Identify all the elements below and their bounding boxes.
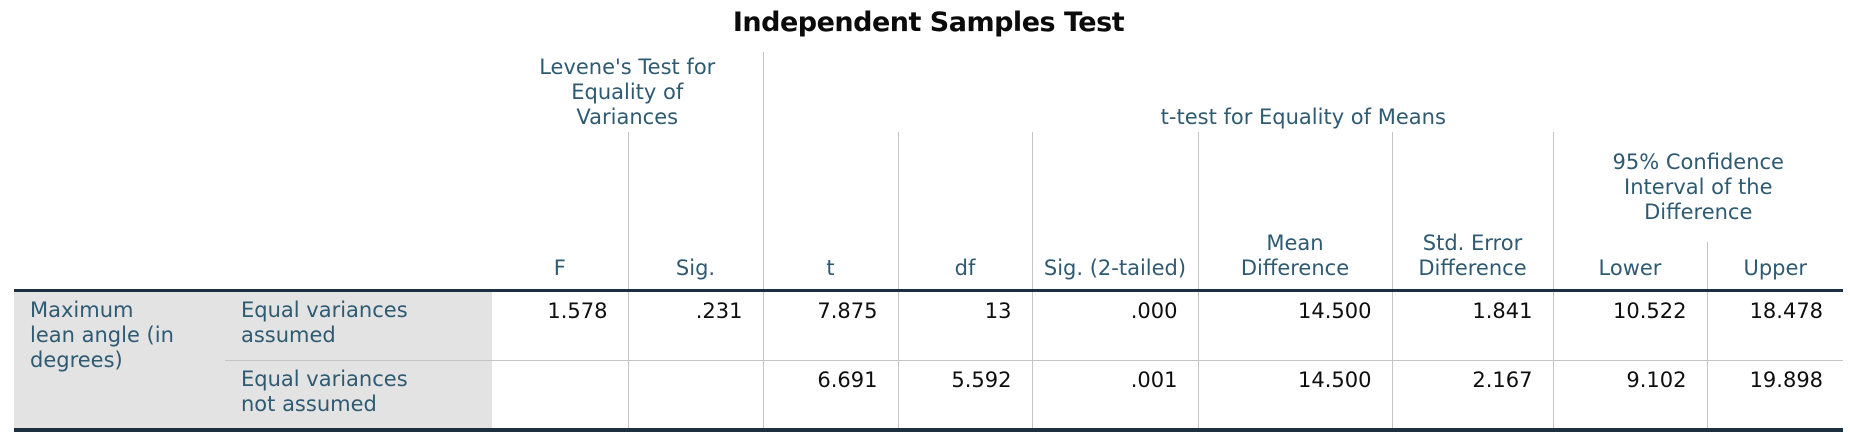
cell-meandiff: 14.500 bbox=[1198, 290, 1393, 360]
col-header-std-error-difference: Std. Error Difference bbox=[1392, 132, 1554, 290]
corner-cell bbox=[14, 52, 492, 290]
col-header-lower: Lower bbox=[1553, 242, 1708, 290]
cell-sig2: .000 bbox=[1032, 290, 1199, 360]
cell-t: 6.691 bbox=[763, 359, 899, 430]
cell-df: 5.592 bbox=[898, 359, 1033, 430]
spss-output-region: Independent Samples Test Levene's Test f… bbox=[14, 0, 1844, 432]
table-row-equal-variances-assumed: Maximum lean angle (in degrees) Equal va… bbox=[14, 290, 1843, 430]
cell-sig bbox=[628, 359, 764, 430]
cell-lower: 10.522 bbox=[1553, 290, 1708, 360]
col-header-sig-2-tailed: Sig. (2-tailed) bbox=[1032, 132, 1199, 290]
table-body: Maximum lean angle (in degrees) Equal va… bbox=[14, 290, 1844, 430]
group-header-ttest: t-test for Equality of Means bbox=[1160, 105, 1446, 129]
cell-upper: 18.478 bbox=[1749, 298, 1824, 323]
cell-df: 13 bbox=[898, 290, 1033, 360]
table-header: Levene's Test for Equality of Variances … bbox=[14, 52, 1843, 290]
table-title: Independent Samples Test bbox=[732, 7, 1125, 38]
independent-samples-test-table: Levene's Test for Equality of Variances … bbox=[14, 52, 1844, 432]
col-header-sig: Sig. bbox=[628, 132, 764, 290]
cell-f bbox=[492, 359, 629, 430]
cell-t: 7.875 bbox=[763, 290, 899, 360]
col-header-mean-difference: Mean Difference bbox=[1198, 132, 1393, 290]
col-header-f: F bbox=[492, 132, 629, 290]
table-row-equal-variances-not-assumed: Equal variances not assumed 6.691 5.592 … bbox=[14, 359, 1844, 430]
group-header-confidence-interval: 95% Confidence Interval of the Differenc… bbox=[1612, 149, 1784, 224]
cell-sig: .231 bbox=[628, 290, 764, 360]
row-group-label: Maximum lean angle (in degrees) bbox=[14, 290, 225, 430]
col-header-upper: Upper bbox=[1743, 255, 1808, 280]
col-header-df: df bbox=[898, 132, 1033, 290]
cell-lower: 9.102 bbox=[1553, 359, 1708, 430]
cell-upper: 19.898 bbox=[1707, 359, 1844, 430]
row-label: Equal variances assumed bbox=[225, 290, 492, 360]
cell-stderr: 1.841 bbox=[1392, 290, 1554, 360]
cell-meandiff: 14.500 bbox=[1198, 359, 1393, 430]
cell-stderr: 2.167 bbox=[1392, 359, 1554, 430]
row-label: Equal variances not assumed bbox=[225, 359, 492, 430]
group-header-levene: Levene's Test for Equality of Variances bbox=[492, 52, 764, 132]
cell-sig2: .001 bbox=[1032, 359, 1199, 430]
cell-f: 1.578 bbox=[492, 290, 629, 360]
col-header-t: t bbox=[763, 132, 899, 290]
